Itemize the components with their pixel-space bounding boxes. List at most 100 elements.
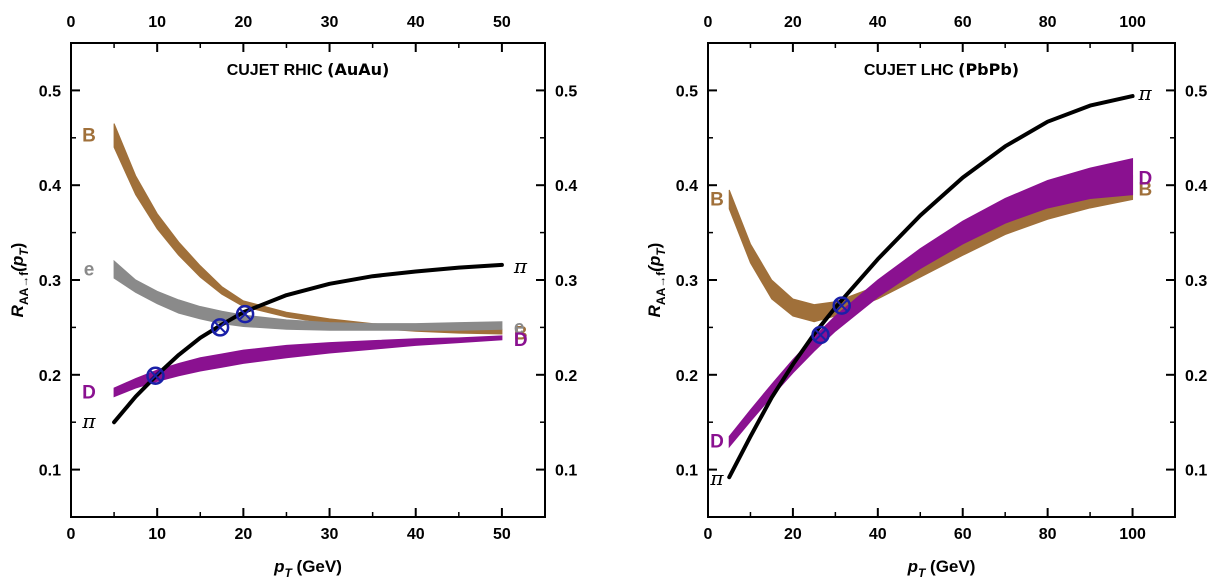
y-tick-label-left: 0.4 [39, 178, 61, 195]
x-tick-label-top: 30 [321, 14, 339, 31]
x-tick-label-top: 80 [1039, 14, 1057, 31]
chart-title: CUJET RHIC (AuAu) [227, 60, 390, 79]
series-label-B-right: B [514, 324, 528, 345]
chart-title-main: CUJET LHC [864, 62, 958, 79]
series-label-B-right: B [1139, 180, 1153, 201]
y-axis-label-tail: (p [645, 256, 664, 272]
series-label-B-left: B [710, 189, 724, 210]
y-tick-label-left: 0.4 [676, 178, 698, 195]
crossing-marker [235, 304, 255, 324]
x-tick-label-bottom: 50 [493, 526, 511, 543]
x-tick-label-bottom: 20 [784, 526, 802, 543]
line-pi [727, 94, 1135, 480]
crossing-circle [146, 366, 165, 385]
y-tick-label-right: 0.4 [1185, 178, 1207, 195]
y-tick-label-right: 0.5 [555, 83, 577, 100]
y-tick-label-right: 0.4 [555, 178, 577, 195]
x-tick-label-bottom: 100 [1119, 526, 1146, 543]
y-tick-label-right: 0.1 [1185, 463, 1207, 480]
series-label-B-left: B [82, 125, 96, 146]
x-tick-label-bottom: 60 [954, 526, 972, 543]
x-tick-label-bottom: 40 [869, 526, 887, 543]
band-e [113, 259, 503, 331]
y-tick-label-right: 0.1 [555, 463, 577, 480]
crossing-marker [210, 318, 230, 337]
crossing-circle [235, 304, 255, 324]
y-tick-label-left: 0.3 [39, 273, 61, 290]
x-tick-label-top: 0 [67, 14, 76, 31]
band-B [113, 123, 503, 335]
y-axis-label-main: R [645, 304, 664, 317]
band-D [113, 335, 503, 398]
band-D [728, 158, 1134, 449]
y-tick-label-right: 0.3 [1185, 273, 1207, 290]
y-axis-label-close: ) [645, 243, 664, 249]
x-tick-label-top: 10 [148, 14, 166, 31]
y-axis-label-sub: AA→f [654, 271, 668, 305]
plot-frame [70, 42, 546, 518]
y-axis-label-tail-sub: T [654, 247, 668, 256]
x-tick-label-top: 100 [1119, 14, 1146, 31]
series-label-D-right: D [514, 330, 528, 351]
y-axis-label: RAA→f(pT) [8, 243, 31, 318]
y-axis-label-tail-sub: T [17, 247, 31, 256]
plot-frame [707, 42, 1176, 518]
crossing-circle [210, 318, 230, 337]
lhc-panel: 0 0 20 20 40 40 60 60 80 80 100 100 0.1 0.1 0.2 0.2 0.3 0… [645, 14, 1207, 578]
chart-title: CUJET LHC (PbPb) [864, 60, 1019, 79]
x-tick-label-bottom: 30 [321, 526, 339, 543]
y-tick-label-left: 0.1 [39, 463, 61, 480]
y-axis-label-sub: AA→f [17, 271, 31, 305]
crossing-x-b [238, 307, 252, 321]
x-axis-label-main: p [907, 557, 918, 576]
y-tick-label-left: 0.5 [39, 83, 61, 100]
x-axis-label-unit: (GeV) [925, 557, 975, 576]
y-axis-label-tail: (p [8, 256, 27, 272]
crossing-marker [811, 325, 830, 345]
series-label-D-left: D [82, 382, 96, 403]
y-tick-label-right: 0.5 [1185, 83, 1207, 100]
y-tick-label-left: 0.5 [676, 83, 698, 100]
chart-title-main: CUJET RHIC [227, 62, 327, 79]
series-label-D-right: D [1139, 169, 1153, 190]
crossing-x-b [149, 369, 162, 383]
crossing-marker [832, 296, 851, 315]
crossing-circle [832, 296, 851, 315]
series-label-D-left: D [710, 432, 724, 453]
y-tick-label-left: 0.3 [676, 273, 698, 290]
series-label-e-right: e [514, 318, 525, 339]
crossing-x-b [213, 321, 227, 334]
crossing-x-b [835, 299, 849, 312]
crossing-circle [811, 325, 830, 345]
x-tick-label-top: 20 [784, 14, 802, 31]
x-tick-label-bottom: 0 [704, 526, 713, 543]
y-tick-label-left: 0.2 [676, 368, 698, 385]
series-label-pi-right: π [513, 254, 528, 278]
series-label-e-left: e [84, 260, 95, 281]
y-axis-label-close: ) [8, 243, 27, 249]
x-tick-label-bottom: 0 [67, 526, 76, 543]
y-tick-label-right: 0.3 [555, 273, 577, 290]
y-axis-label-main: R [8, 304, 27, 317]
y-tick-label-right: 0.2 [1185, 368, 1207, 385]
x-tick-label-bottom: 40 [407, 526, 425, 543]
y-tick-label-left: 0.1 [676, 463, 698, 480]
y-axis-label: RAA→f(pT) [645, 243, 668, 318]
y-tick-label-right: 0.2 [555, 368, 577, 385]
x-axis-label-sub: T [918, 566, 927, 578]
x-axis-label-main: p [273, 557, 284, 576]
x-tick-label-top: 0 [704, 14, 713, 31]
chart-title-paren: (PbPb) [958, 60, 1019, 79]
y-tick-label-left: 0.2 [39, 368, 61, 385]
series-label-pi-left: π [709, 466, 724, 490]
x-tick-label-top: 20 [234, 14, 252, 31]
rhic-panel: 0 0 10 10 20 20 30 30 40 40 50 50 0.1 0.1 0.2 0.2 0.3 0.3… [8, 14, 577, 578]
x-tick-label-top: 40 [869, 14, 887, 31]
crossing-marker [146, 366, 165, 385]
crossing-x-b [814, 328, 827, 342]
chart-title-paren: (AuAu) [327, 60, 389, 79]
series-label-pi-right: π [1138, 81, 1153, 105]
x-tick-label-bottom: 10 [148, 526, 166, 543]
x-tick-label-top: 40 [407, 14, 425, 31]
